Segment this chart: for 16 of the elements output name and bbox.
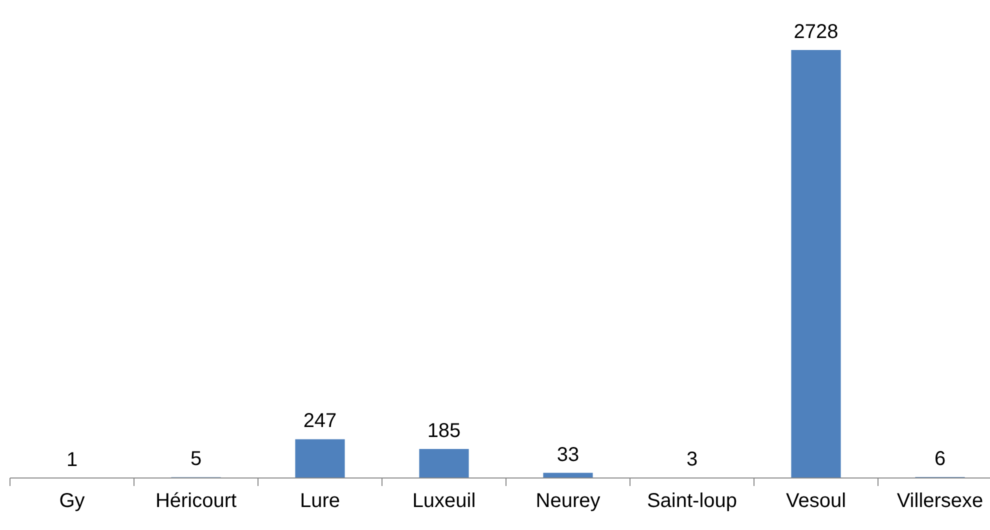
x-tick-label: Neurey [536,490,600,512]
x-tick-label: Luxeuil [412,490,476,512]
data-label: 2728 [794,21,838,43]
data-label: 1 [66,448,78,471]
data-label: 6 [934,448,946,470]
data-label: 5 [190,448,202,470]
x-tick-label: Gy [59,490,85,512]
x-tick-label: Villersexe [896,490,984,512]
x-tick-label: Vesoul [786,490,846,512]
x-tick-label: Lure [300,490,340,512]
data-label: 185 [427,420,461,442]
x-tick-label: Héricourt [155,490,238,512]
data-label: 247 [303,410,337,432]
data-label: 33 [556,444,580,466]
data-label: 3 [686,448,698,471]
x-tick-label: Saint-loup [646,490,738,512]
